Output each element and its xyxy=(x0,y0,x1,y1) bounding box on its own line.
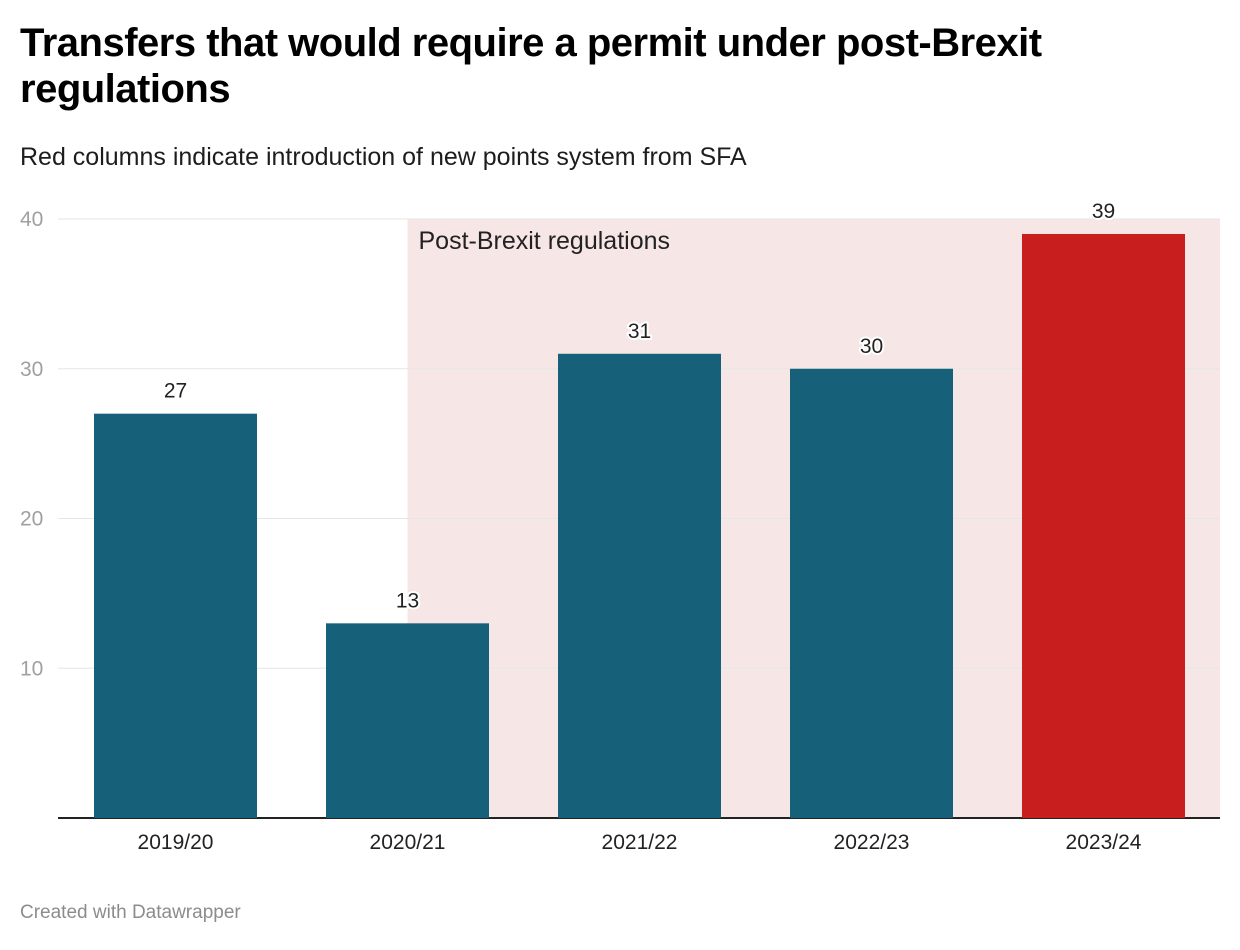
bar-2020-21[interactable] xyxy=(326,623,489,818)
bar-layer xyxy=(94,233,1185,819)
value-label: 27 xyxy=(164,380,187,403)
y-tick-label: 40 xyxy=(20,208,43,231)
bar-2023-24[interactable] xyxy=(1022,233,1185,819)
y-tick-label: 20 xyxy=(20,508,43,531)
value-label: 13 xyxy=(396,589,419,612)
chart-title: Transfers that would require a permit un… xyxy=(20,21,1042,111)
bar-2019-20[interactable] xyxy=(94,413,257,818)
x-tick-label: 2019/20 xyxy=(138,831,214,854)
credit-text: Created with Datawrapper xyxy=(20,902,241,923)
value-label: 31 xyxy=(628,320,651,343)
bar-2022-23[interactable] xyxy=(790,368,953,818)
label-layer: Post-Brexit regulations 10 20 30 40 27 2019/20… xyxy=(20,198,1142,854)
bar-2021-22[interactable] xyxy=(558,353,721,818)
chart-subtitle: Red columns indicate introduction of new… xyxy=(20,143,747,171)
x-tick-label: 2023/24 xyxy=(1066,831,1142,854)
value-label: 30 xyxy=(860,335,883,358)
y-tick-label: 30 xyxy=(20,358,43,381)
value-label: 39 xyxy=(1092,200,1115,223)
annotation-label: Post-Brexit regulations xyxy=(419,227,671,255)
x-tick-label: 2021/22 xyxy=(602,831,678,854)
y-tick-label: 10 xyxy=(20,657,43,680)
x-tick-label: 2022/23 xyxy=(834,831,910,854)
x-tick-label: 2020/21 xyxy=(370,831,446,854)
